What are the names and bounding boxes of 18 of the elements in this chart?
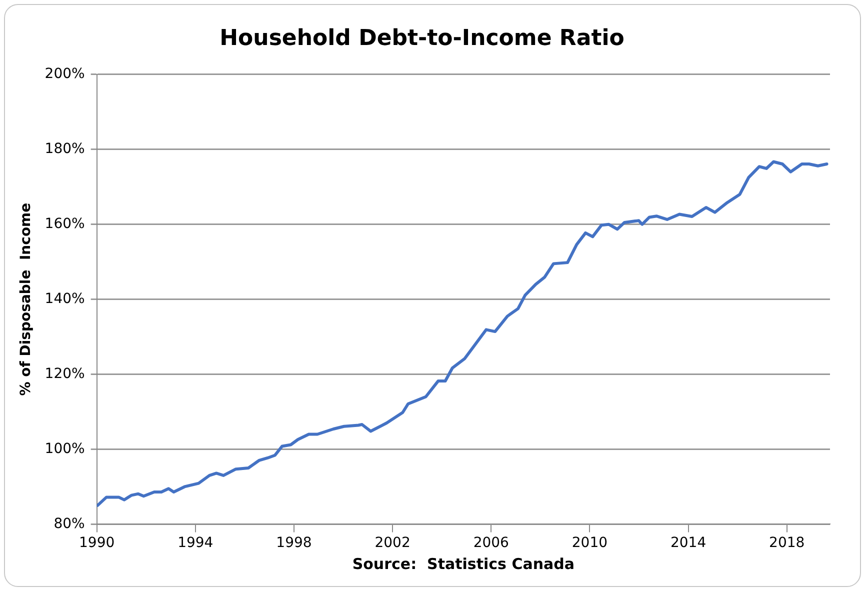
y-tick-label: 180% [44, 141, 85, 158]
y-tick-label: 100% [44, 440, 85, 457]
source-note: Source: Statistics Canada [352, 554, 575, 573]
chart-title: Household Debt-to-Income Ratio [220, 26, 624, 51]
y-tick-label: 200% [44, 66, 85, 82]
x-tick-label: 2014 [670, 535, 706, 552]
y-tick-label: 80% [54, 516, 85, 532]
x-tick-label: 1994 [178, 535, 214, 552]
x-tick-label: 2010 [572, 535, 608, 552]
y-tick-label: 120% [44, 366, 85, 382]
x-tick-label: 2002 [374, 535, 410, 552]
y-tick-label: 140% [44, 290, 85, 307]
y-tick-label: 160% [44, 216, 85, 232]
x-tick-label: 1998 [276, 535, 312, 552]
x-tick-label: 2006 [473, 535, 510, 552]
x-tick-label: 1990 [79, 535, 115, 552]
y-axis-title: % of Disposable Income [18, 202, 34, 396]
x-tick-label: 2018 [769, 535, 805, 552]
